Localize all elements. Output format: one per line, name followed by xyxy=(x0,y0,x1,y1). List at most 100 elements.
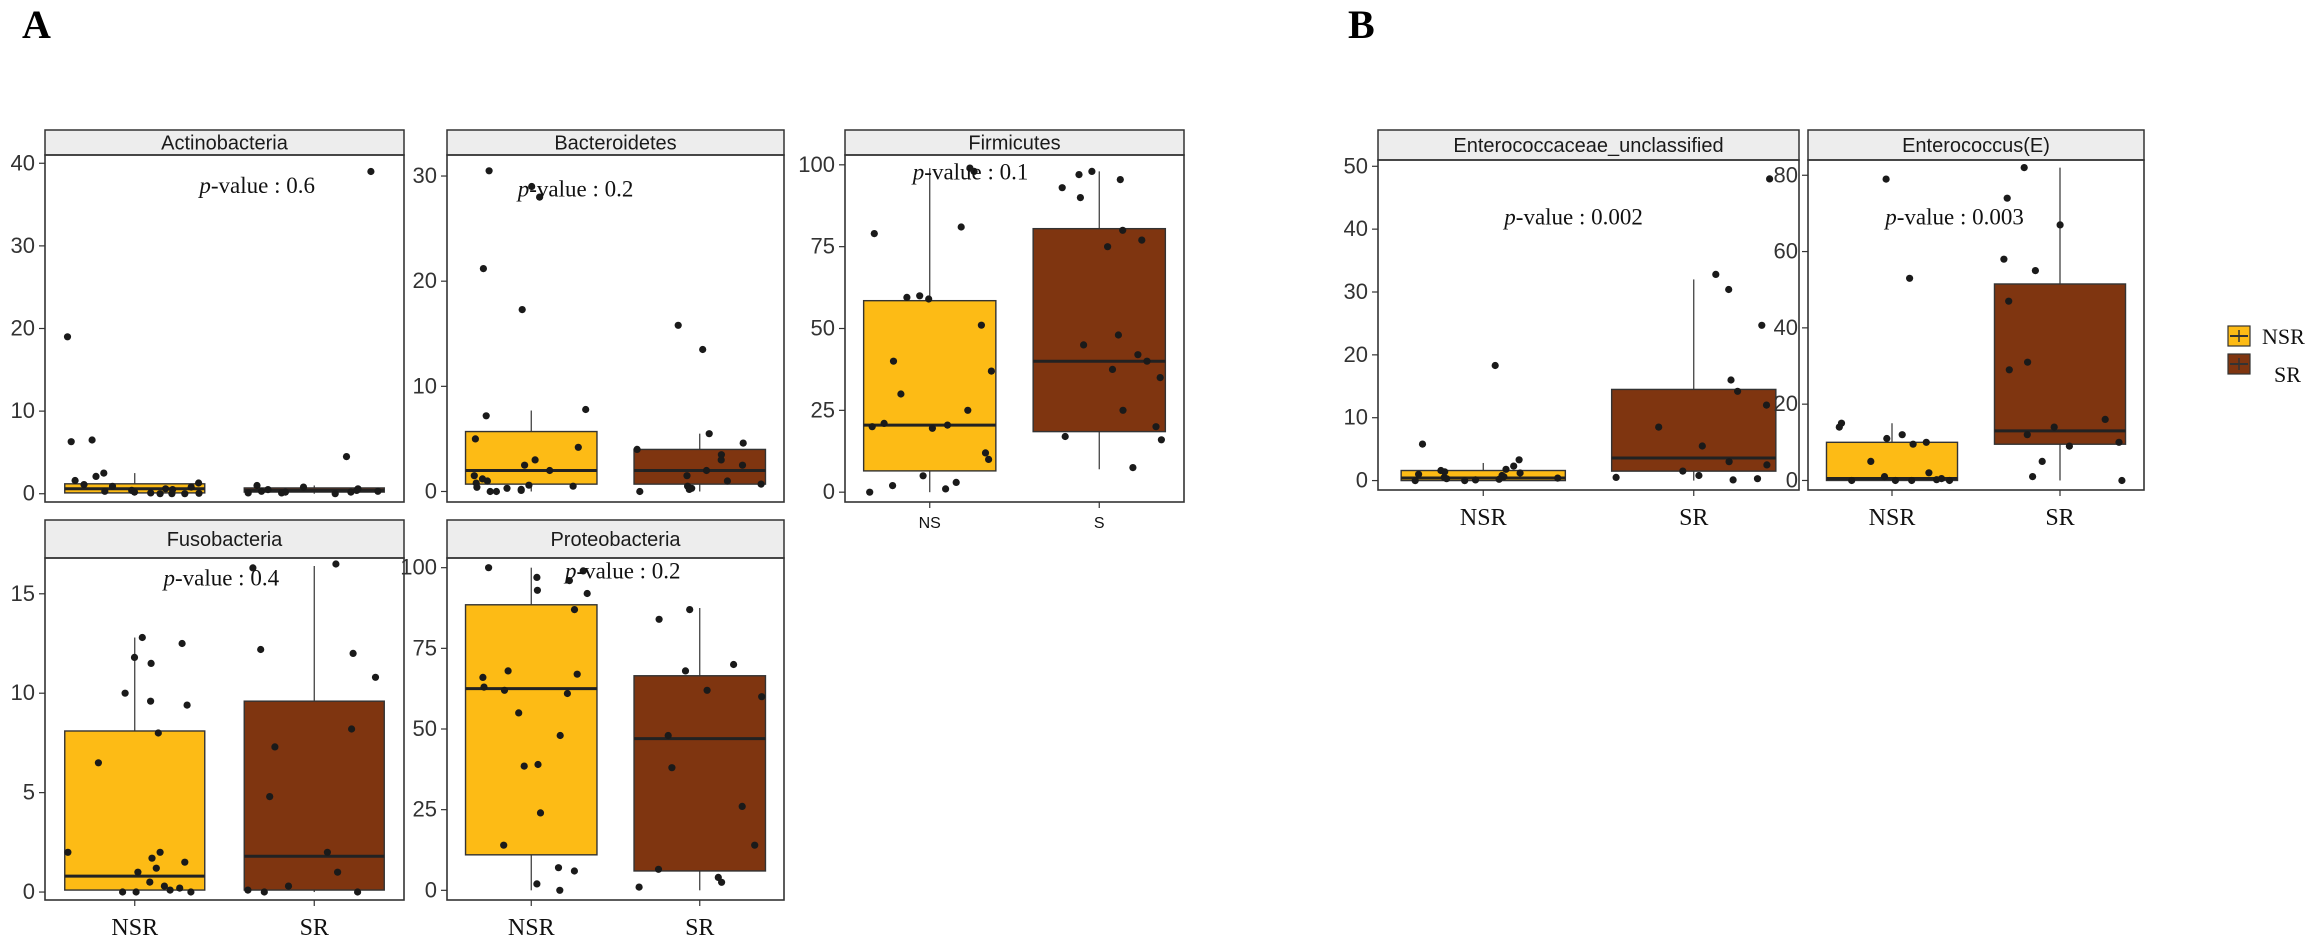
data-point xyxy=(504,667,512,675)
data-point xyxy=(1061,432,1069,441)
data-point xyxy=(2020,164,2028,172)
y-tick-label: 40 xyxy=(1344,216,1368,241)
data-point xyxy=(1695,471,1703,480)
data-point xyxy=(582,405,590,414)
box-sr xyxy=(1032,167,1167,472)
data-point xyxy=(101,487,109,495)
data-point xyxy=(1945,476,1954,485)
y-tick-label: 10 xyxy=(1344,405,1368,430)
box-sr xyxy=(633,321,767,496)
data-point xyxy=(195,489,203,497)
facet-title: Actinobacteria xyxy=(161,133,289,155)
data-point xyxy=(479,265,487,273)
data-point xyxy=(964,406,972,414)
panel-border xyxy=(44,557,405,901)
data-point xyxy=(503,484,511,492)
box-sr xyxy=(1610,175,1777,484)
x-tick-label: SR xyxy=(1679,505,1708,531)
data-point xyxy=(674,321,682,329)
data-point xyxy=(187,483,195,491)
data-point xyxy=(1906,274,1914,282)
data-point xyxy=(533,573,541,582)
data-point xyxy=(119,888,127,896)
data-point xyxy=(130,653,139,662)
data-point xyxy=(2005,297,2013,305)
box-iqr xyxy=(633,448,767,485)
y-tick-label: 40 xyxy=(1774,315,1798,340)
data-point xyxy=(348,725,356,733)
legend-item-nsr: NSR xyxy=(2227,324,2305,349)
data-point xyxy=(870,230,878,238)
box-nsr xyxy=(1825,175,1959,485)
data-point xyxy=(686,606,694,614)
y-tick-label: 25 xyxy=(811,397,835,422)
box-iqr xyxy=(64,730,206,891)
data-point xyxy=(156,490,164,498)
y-tick-label: 30 xyxy=(11,233,35,258)
data-point xyxy=(1762,401,1771,409)
data-point xyxy=(977,321,986,329)
data-point xyxy=(718,878,726,886)
data-point xyxy=(897,390,905,398)
panel-label-b: B xyxy=(1348,2,1375,47)
data-point xyxy=(500,841,508,849)
p-value-label: p-value : 0.1 xyxy=(911,159,1029,184)
data-point xyxy=(257,645,265,654)
data-point xyxy=(681,667,690,675)
data-point xyxy=(2115,438,2123,446)
facet-firmicutes: Firmicutes 0 25 50 75 100 NS Sp-value : 0.1 xyxy=(798,129,1185,532)
data-point xyxy=(1925,469,1933,477)
box-iqr xyxy=(862,299,997,472)
data-point xyxy=(71,476,79,485)
data-point xyxy=(367,167,375,176)
data-point xyxy=(121,689,129,697)
data-point xyxy=(518,306,526,314)
data-point xyxy=(703,686,711,694)
data-point xyxy=(1612,473,1620,481)
data-point xyxy=(108,482,117,490)
data-point xyxy=(1129,464,1137,472)
data-point xyxy=(533,880,541,888)
data-point xyxy=(2050,423,2058,431)
facet-title: Enterococcus(E) xyxy=(1902,135,2050,157)
data-point xyxy=(636,487,644,496)
data-point xyxy=(569,482,577,490)
data-point xyxy=(1679,467,1687,475)
x-tick-label: SR xyxy=(2045,505,2074,531)
data-point xyxy=(925,295,933,303)
data-point xyxy=(500,686,509,694)
box-nsr xyxy=(464,564,598,894)
data-point xyxy=(730,660,738,669)
data-point xyxy=(492,487,500,496)
data-point xyxy=(1725,285,1733,294)
data-point xyxy=(942,485,950,493)
data-point xyxy=(178,639,186,648)
data-point xyxy=(264,486,272,494)
data-point xyxy=(705,430,713,438)
data-point xyxy=(574,443,582,451)
box-sr xyxy=(633,606,767,891)
data-point xyxy=(757,480,765,488)
box-iqr xyxy=(633,675,767,872)
data-point xyxy=(470,472,478,480)
data-point xyxy=(1883,434,1891,443)
data-point xyxy=(482,412,490,420)
data-point xyxy=(244,886,252,894)
data-point xyxy=(331,490,339,498)
data-point xyxy=(266,793,274,801)
data-point xyxy=(473,483,481,491)
y-tick-label: 0 xyxy=(823,479,835,504)
legend-item-sr: SR xyxy=(2227,353,2301,387)
y-tick-label: 50 xyxy=(1344,153,1368,178)
data-point xyxy=(176,884,184,892)
data-point xyxy=(699,345,707,354)
data-point xyxy=(1908,476,1916,485)
data-point xyxy=(349,649,357,658)
data-point xyxy=(485,564,493,572)
data-point xyxy=(483,477,491,485)
x-tick-label: SR xyxy=(300,915,329,941)
box-iqr xyxy=(464,604,598,856)
facet-bacteroidetes: Bacteroidetes 0 10 20 30 p-value : 0.2 xyxy=(413,129,785,503)
facet-title: Proteobacteria xyxy=(550,529,681,551)
facet-actinobacteria: Actinobacteria 0 10 20 30 40 p-value : 0.6 xyxy=(11,129,405,506)
